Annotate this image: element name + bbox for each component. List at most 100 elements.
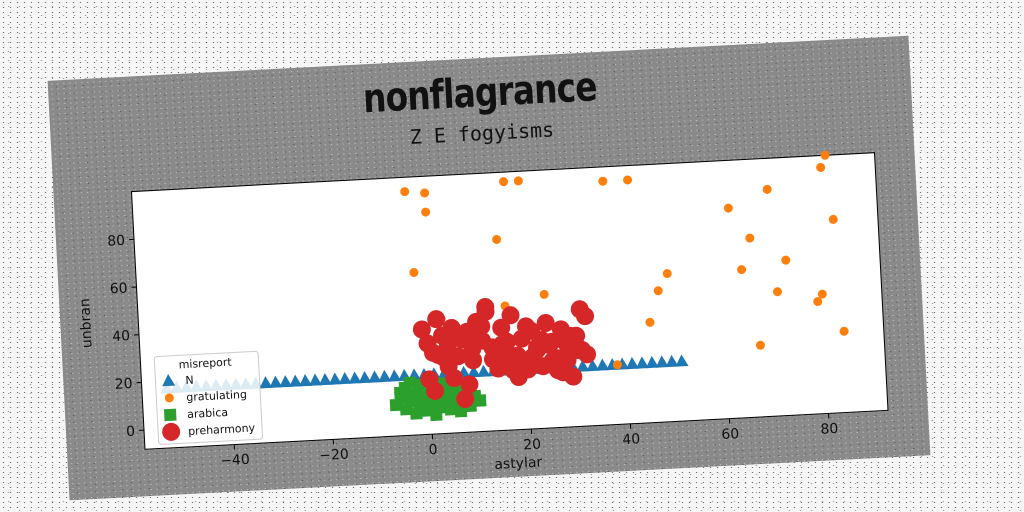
data-point-N bbox=[289, 374, 303, 387]
data-point-preharmony bbox=[472, 317, 491, 336]
data-point-gratulating bbox=[772, 287, 782, 297]
legend-marker bbox=[163, 408, 177, 422]
x-tick-label: −40 bbox=[220, 452, 250, 470]
data-point-gratulating bbox=[723, 203, 733, 213]
data-point-preharmony bbox=[532, 330, 551, 349]
data-point-preharmony bbox=[492, 318, 511, 337]
data-point-preharmony bbox=[460, 375, 479, 394]
data-point-arabica bbox=[403, 376, 417, 390]
data-point-arabica bbox=[394, 391, 407, 404]
legend-label: preharmony bbox=[188, 421, 256, 438]
data-point-preharmony bbox=[501, 306, 520, 325]
data-point-N bbox=[675, 354, 689, 367]
plot-area bbox=[130, 152, 889, 450]
data-point-preharmony bbox=[516, 317, 535, 336]
data-point-gratulating bbox=[762, 184, 772, 194]
data-point-gratulating bbox=[499, 177, 509, 187]
data-point-N bbox=[378, 369, 392, 383]
data-point-N bbox=[269, 375, 283, 388]
y-tick-label: 0 bbox=[126, 424, 136, 440]
data-point-gratulating bbox=[492, 234, 502, 244]
data-point-N bbox=[467, 365, 481, 378]
data-point-gratulating bbox=[781, 255, 791, 265]
data-point-gratulating bbox=[653, 286, 663, 296]
legend-item: arabica bbox=[163, 406, 228, 422]
data-point-gratulating bbox=[421, 207, 431, 217]
data-point-gratulating bbox=[539, 289, 549, 299]
y-tick-label: 60 bbox=[109, 281, 128, 298]
data-point-gratulating bbox=[839, 326, 849, 336]
data-point-gratulating bbox=[420, 188, 430, 198]
data-point-gratulating bbox=[828, 214, 838, 224]
data-point-N bbox=[645, 355, 659, 369]
data-point-preharmony bbox=[434, 348, 453, 367]
data-point-N bbox=[586, 358, 600, 372]
y-tick-label: 40 bbox=[112, 328, 131, 345]
x-tick-label: 40 bbox=[622, 431, 641, 448]
data-point-preharmony bbox=[554, 363, 573, 382]
data-point-preharmony bbox=[572, 340, 591, 359]
legend-marker bbox=[164, 393, 174, 403]
x-tick-label: 80 bbox=[820, 421, 839, 438]
data-point-arabica bbox=[410, 407, 423, 420]
data-point-gratulating bbox=[513, 176, 523, 186]
data-point-gratulating bbox=[623, 175, 633, 185]
data-point-N bbox=[299, 374, 313, 387]
data-point-N bbox=[655, 355, 669, 368]
data-point-N bbox=[388, 369, 402, 382]
data-point-preharmony bbox=[523, 348, 542, 367]
data-point-N bbox=[338, 371, 352, 385]
data-point-gratulating bbox=[745, 233, 755, 243]
data-point-preharmony bbox=[536, 313, 555, 332]
data-point-arabica bbox=[473, 394, 487, 407]
data-point-preharmony bbox=[483, 350, 502, 369]
data-point-preharmony bbox=[426, 381, 445, 400]
x-tick-label: 60 bbox=[721, 426, 740, 443]
axis-ticks: −40 −20 0 20 40 60 80 0 20 40 60 80 bbox=[107, 233, 839, 470]
data-point-gratulating bbox=[813, 297, 823, 307]
data-point-arabica bbox=[454, 404, 468, 418]
data-point-N bbox=[635, 356, 649, 369]
data-point-arabica bbox=[419, 399, 433, 413]
legend-label: gratulating bbox=[186, 388, 247, 404]
data-point-N bbox=[368, 370, 382, 383]
legend-label: arabica bbox=[187, 406, 228, 421]
data-point-arabica bbox=[409, 395, 422, 408]
y-tick-label: 80 bbox=[107, 233, 126, 250]
data-point-N bbox=[318, 373, 332, 386]
legend-item: preharmony bbox=[162, 421, 256, 441]
legend-title: misreport bbox=[178, 356, 232, 372]
data-point-gratulating bbox=[817, 289, 827, 299]
data-point-gratulating bbox=[816, 162, 826, 172]
data-point-arabica bbox=[399, 402, 413, 416]
data-point-gratulating bbox=[645, 317, 655, 327]
data-point-N bbox=[328, 372, 342, 385]
x-tick-label: 20 bbox=[523, 437, 542, 454]
data-point-gratulating bbox=[820, 150, 830, 160]
data-point-N bbox=[477, 364, 491, 378]
data-point-N bbox=[348, 371, 362, 384]
data-point-N bbox=[279, 375, 293, 388]
data-point-preharmony bbox=[493, 335, 512, 354]
data-point-preharmony bbox=[447, 325, 466, 344]
series-preharmony bbox=[412, 298, 597, 408]
legend-marker bbox=[162, 422, 181, 441]
data-point-preharmony bbox=[427, 310, 446, 329]
legend-box bbox=[153, 350, 263, 445]
data-point-preharmony bbox=[562, 327, 581, 346]
data-point-gratulating bbox=[662, 269, 672, 279]
chart-figure: nonflagrance Z E fogyisms −40 −20 0 20 40 60 8… bbox=[47, 35, 931, 501]
legend-marker bbox=[162, 373, 176, 387]
data-point-N bbox=[259, 376, 273, 389]
data-point-preharmony bbox=[576, 307, 595, 326]
data-point-N bbox=[626, 356, 640, 370]
data-point-gratulating bbox=[612, 360, 622, 370]
y-tick-label: 20 bbox=[114, 376, 133, 393]
data-point-N bbox=[596, 358, 610, 371]
data-point-preharmony bbox=[543, 351, 562, 370]
data-point-N bbox=[309, 373, 323, 386]
data-point-N bbox=[665, 354, 679, 368]
x-tick-label: 0 bbox=[428, 442, 438, 458]
